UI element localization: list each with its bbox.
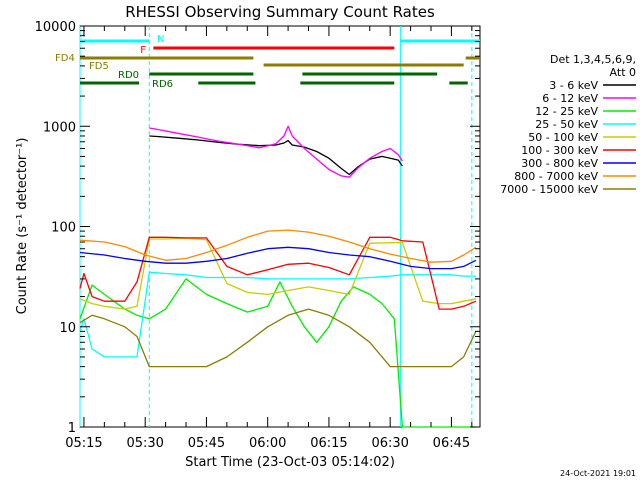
x-tick-label-5: 06:30	[371, 436, 408, 451]
legend-label-4: 50 - 100 keV	[528, 131, 598, 144]
status-flags: NF FD4 FD5 RD0 RD6	[55, 34, 480, 90]
legend-label-6: 300 - 800 keV	[521, 157, 598, 170]
series-line-2	[79, 278, 476, 428]
series-lines	[79, 125, 477, 428]
x-tick-label-1: 05:30	[126, 436, 163, 451]
series-line-5	[79, 236, 477, 310]
footer-date: 24-Oct-2021 19:01	[560, 469, 636, 478]
x-tick-label-0: 05:15	[65, 436, 102, 451]
flag-label-fd5: FD5	[89, 61, 109, 72]
y-tick-label-4: 10000	[35, 20, 76, 35]
legend-label-8: 7000 - 15000 keV	[500, 183, 598, 196]
flag-label-rd0: RD0	[118, 70, 139, 81]
legend-label-7: 800 - 7000 keV	[514, 170, 598, 183]
axes: 1 10 100 1000 10000 05:15 05:30 05:45 06:00 06:15…	[35, 20, 480, 451]
series-line-0	[149, 135, 403, 176]
x-tick-label-6: 06:45	[433, 436, 470, 451]
x-tick-label-2: 05:45	[188, 436, 225, 451]
legend-label-0: 3 - 6 keV	[549, 79, 598, 92]
chart-title: RHESSI Observing Summary Count Rates	[125, 3, 435, 21]
legend-label-3: 25 - 50 keV	[535, 118, 598, 131]
legend-header-1: Att 0	[610, 66, 636, 79]
legend-label-2: 12 - 25 keV	[535, 105, 598, 118]
legend-label-1: 6 - 12 keV	[542, 92, 598, 105]
flag-label-f: F	[140, 45, 146, 56]
legend-label-5: 100 - 300 keV	[521, 144, 598, 157]
series-line-7	[79, 229, 477, 263]
legend-header-0: Det 1,3,4,5,6,9,	[550, 53, 636, 66]
y-tick-label-0: 1	[68, 421, 76, 436]
series-line-4	[79, 237, 477, 310]
flag-label-rd6: RD6	[152, 79, 173, 90]
y-tick-label-3: 1000	[43, 120, 76, 135]
x-tick-label-3: 06:00	[249, 436, 286, 451]
x-tick-label-4: 06:15	[310, 436, 347, 451]
x-axis-label: Start Time (23-Oct-03 05:14:02)	[185, 455, 395, 470]
flag-label-n: N	[157, 34, 164, 45]
y-tick-label-2: 100	[51, 221, 76, 236]
y-tick-label-1: 10	[59, 321, 76, 336]
series-line-8	[79, 308, 477, 368]
flag-label-fd4: FD4	[55, 53, 75, 64]
series-line-1	[149, 125, 403, 178]
series-line-6	[79, 246, 477, 270]
series-line-3	[79, 271, 476, 358]
y-axis-label: Count Rate (s⁻¹ detector⁻¹)	[15, 138, 30, 315]
